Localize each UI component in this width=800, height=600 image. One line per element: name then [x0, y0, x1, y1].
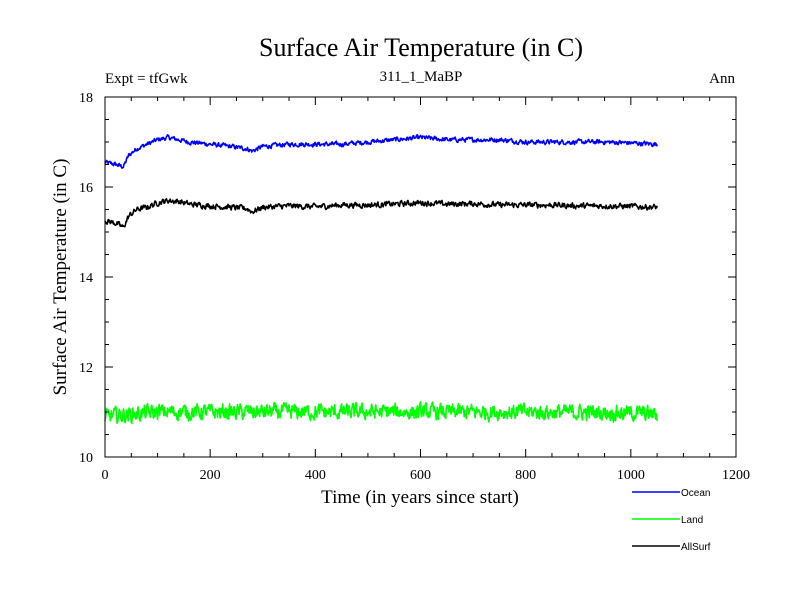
chart-subtitle: 311_1_MaBP [380, 69, 463, 85]
x-tick-label: 400 [305, 468, 326, 483]
y-tick-label: 16 [79, 181, 93, 196]
legend-label-allsurf: AllSurf [681, 542, 711, 553]
x-tick-label: 200 [200, 468, 221, 483]
x-tick-label: 1200 [722, 468, 750, 483]
y-tick-label: 12 [79, 361, 93, 376]
legend-label-ocean: Ocean [681, 488, 710, 499]
x-axis-label: Time (in years since start) [321, 487, 519, 508]
plot-series [104, 134, 658, 425]
x-tick-label: 600 [410, 468, 431, 483]
legend-label-land: Land [681, 515, 703, 526]
tick-labels: 0 200 400 600 800 1000 1200 10 12 14 16 18 [79, 91, 750, 483]
series-line-land [104, 401, 658, 425]
experiment-label: Expt = tfGwk [105, 71, 188, 87]
period-label: Ann [709, 71, 735, 87]
legend: Ocean Land AllSurf [632, 488, 711, 553]
series-line-ocean [104, 134, 658, 169]
series-line-allsurf [104, 198, 658, 228]
y-tick-label: 18 [79, 91, 93, 106]
y-tick-label: 14 [79, 271, 93, 286]
y-axis-label: Surface Air Temperature (in C) [50, 159, 71, 396]
axis-ticks [104, 96, 737, 458]
x-tick-label: 0 [102, 468, 109, 483]
chart-title: Surface Air Temperature (in C) [259, 33, 583, 62]
x-tick-label: 800 [515, 468, 536, 483]
y-tick-label: 10 [79, 451, 93, 466]
x-tick-label: 1000 [617, 468, 645, 483]
